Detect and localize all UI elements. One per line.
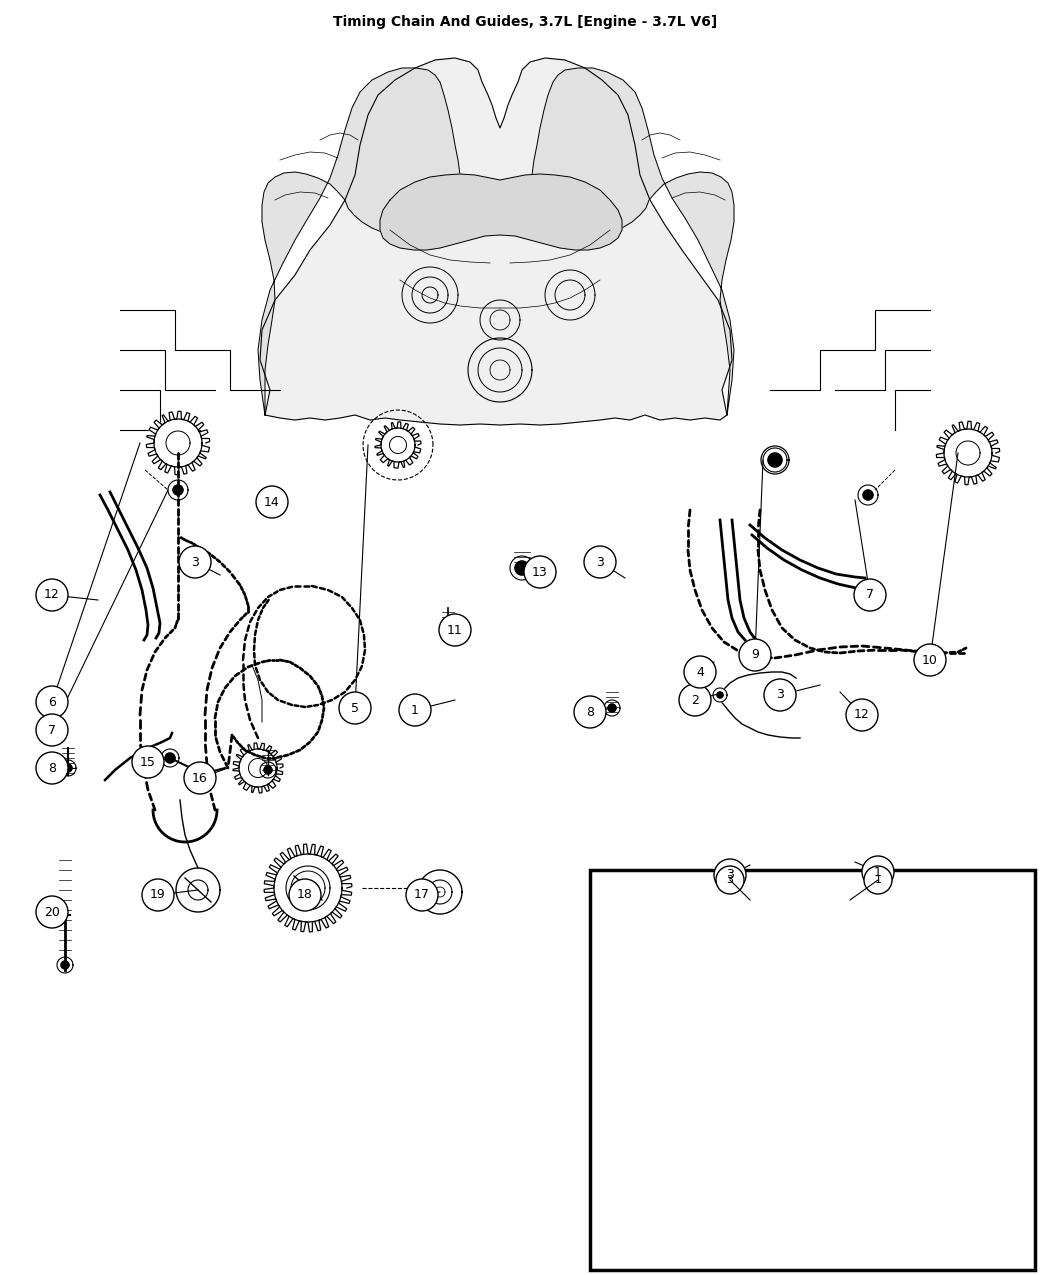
Text: 10: 10 (922, 654, 938, 667)
Polygon shape (57, 958, 74, 973)
Circle shape (339, 692, 371, 724)
Circle shape (846, 699, 878, 731)
Polygon shape (604, 700, 620, 717)
Polygon shape (265, 844, 352, 932)
Circle shape (178, 546, 211, 578)
Polygon shape (375, 422, 421, 468)
Polygon shape (863, 490, 873, 500)
Text: 12: 12 (854, 709, 869, 722)
Circle shape (864, 866, 892, 894)
Circle shape (684, 657, 716, 688)
Text: 8: 8 (586, 705, 594, 719)
Polygon shape (249, 759, 268, 778)
Polygon shape (61, 961, 69, 969)
Circle shape (584, 546, 616, 578)
Polygon shape (64, 764, 72, 771)
Circle shape (406, 878, 438, 912)
Polygon shape (717, 692, 723, 697)
Polygon shape (260, 762, 276, 778)
Circle shape (132, 746, 164, 778)
Text: 4: 4 (696, 666, 704, 678)
Text: 2: 2 (691, 694, 699, 706)
Text: 15: 15 (140, 756, 156, 769)
Text: 6: 6 (48, 695, 56, 709)
Polygon shape (956, 441, 980, 465)
Polygon shape (763, 448, 788, 472)
Polygon shape (264, 766, 272, 774)
Text: 14: 14 (265, 496, 280, 509)
Polygon shape (858, 484, 878, 505)
Circle shape (36, 686, 68, 718)
Text: 1: 1 (875, 875, 882, 885)
Text: 19: 19 (150, 889, 166, 901)
Polygon shape (166, 431, 190, 455)
Polygon shape (514, 561, 529, 575)
Polygon shape (444, 623, 452, 632)
Polygon shape (510, 556, 534, 580)
Polygon shape (233, 743, 284, 793)
Circle shape (739, 639, 771, 671)
Text: 11: 11 (447, 623, 463, 636)
Text: 5: 5 (351, 701, 359, 714)
Circle shape (256, 486, 288, 518)
Text: 12: 12 (44, 589, 60, 602)
Text: 16: 16 (192, 771, 208, 784)
Text: 1: 1 (411, 704, 419, 717)
Text: Timing Chain And Guides, 3.7L [Engine - 3.7L V6]: Timing Chain And Guides, 3.7L [Engine - … (333, 15, 717, 29)
Circle shape (36, 714, 68, 746)
Polygon shape (60, 760, 76, 776)
Text: 9: 9 (751, 649, 759, 662)
Polygon shape (161, 748, 179, 768)
Text: 7: 7 (866, 589, 874, 602)
Text: 8: 8 (48, 761, 56, 774)
Polygon shape (608, 704, 616, 711)
Text: 3: 3 (191, 556, 198, 569)
Circle shape (439, 615, 471, 646)
Circle shape (574, 696, 606, 728)
Text: 3: 3 (776, 688, 784, 701)
Text: 1: 1 (874, 866, 882, 878)
Polygon shape (937, 421, 1000, 484)
Polygon shape (168, 479, 188, 500)
Text: 17: 17 (414, 889, 429, 901)
Circle shape (524, 556, 557, 588)
Circle shape (714, 859, 745, 891)
Circle shape (36, 752, 68, 784)
Text: 3: 3 (596, 556, 604, 569)
Polygon shape (146, 412, 210, 474)
Circle shape (142, 878, 174, 912)
Circle shape (764, 680, 796, 711)
Circle shape (184, 762, 216, 794)
Circle shape (862, 856, 894, 887)
Polygon shape (260, 57, 732, 425)
Polygon shape (440, 620, 456, 636)
Text: 18: 18 (297, 889, 313, 901)
Circle shape (36, 579, 68, 611)
Polygon shape (768, 453, 782, 467)
Text: 13: 13 (532, 566, 548, 579)
Text: 20: 20 (44, 905, 60, 918)
Bar (590, 870, 1035, 1270)
Polygon shape (530, 68, 734, 414)
Polygon shape (713, 688, 727, 703)
Polygon shape (173, 484, 183, 495)
Polygon shape (380, 173, 622, 250)
Text: 3: 3 (726, 868, 734, 881)
Circle shape (854, 579, 886, 611)
Circle shape (289, 878, 321, 912)
Polygon shape (390, 436, 406, 454)
Text: 7: 7 (48, 723, 56, 737)
Circle shape (36, 896, 68, 928)
Circle shape (679, 683, 711, 717)
Polygon shape (258, 68, 462, 414)
Circle shape (914, 644, 946, 676)
Text: 3: 3 (727, 875, 734, 885)
Polygon shape (291, 871, 326, 905)
Circle shape (399, 694, 430, 725)
Circle shape (716, 866, 744, 894)
Polygon shape (165, 754, 175, 762)
